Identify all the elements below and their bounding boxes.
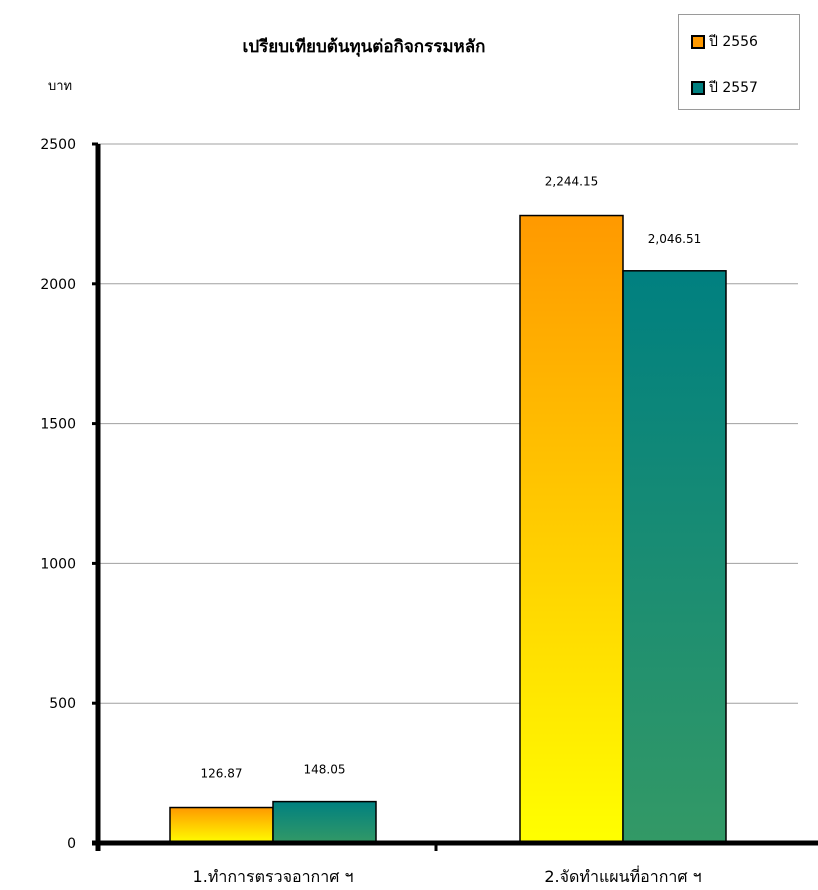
- data-label: 148.05: [304, 763, 346, 777]
- bar: [519, 214, 624, 844]
- chart-title: เปรียบเทียบต้นทุนต่อกิจกรรมหลัก: [243, 36, 486, 57]
- y-tick-label: 0: [67, 836, 76, 852]
- y-tick-label: 1500: [40, 417, 76, 433]
- y-axis-label: บาท: [48, 79, 72, 94]
- bar: [272, 800, 377, 844]
- legend-swatch-2556: [691, 35, 705, 49]
- data-label: 126.87: [201, 767, 243, 781]
- legend-label-2557: ปี 2557: [709, 80, 758, 96]
- y-tick-label: 500: [49, 696, 76, 712]
- data-label: 2,046.51: [648, 232, 701, 246]
- legend: ปี 2556 ปี 2557: [678, 14, 800, 110]
- legend-label-2556: ปี 2556: [709, 34, 758, 50]
- legend-swatch-2557: [691, 81, 705, 95]
- bar: [169, 806, 274, 844]
- y-tick-label: 1000: [40, 556, 76, 572]
- y-tick-label: 2500: [40, 137, 76, 153]
- bar: [622, 270, 727, 844]
- x-tick-label: 1.ทำการตรวจอากาศ ฯ: [193, 867, 354, 886]
- y-tick-label: 2000: [40, 277, 76, 293]
- legend-item-2557: ปี 2557: [691, 77, 758, 99]
- legend-item-2556: ปี 2556: [691, 31, 758, 53]
- x-tick-label: 2.จัดทำแผนที่อากาศ ฯ: [544, 865, 701, 886]
- data-label: 2,244.15: [545, 175, 598, 189]
